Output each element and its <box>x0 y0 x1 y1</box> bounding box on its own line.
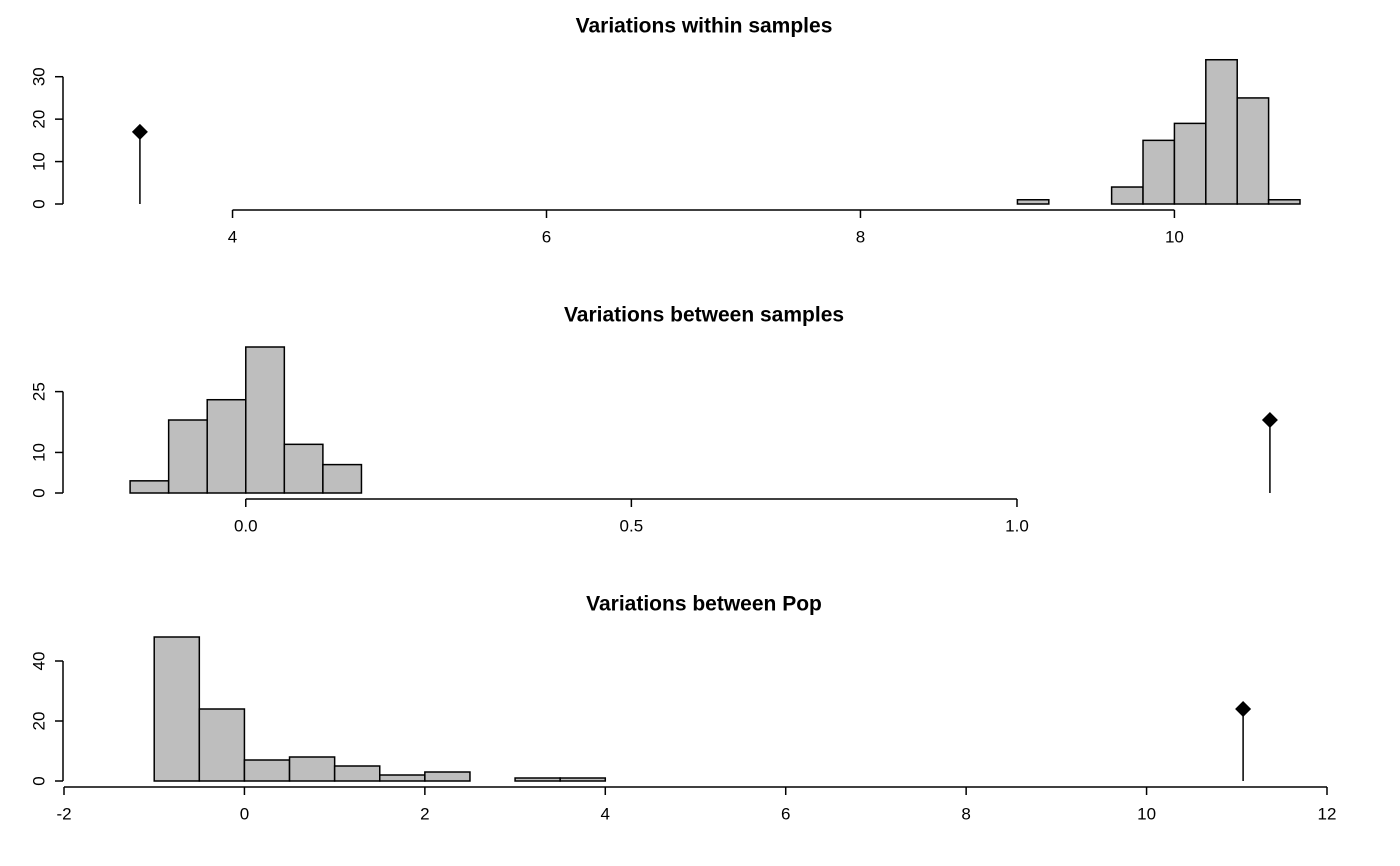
x-tick-label: 0.5 <box>620 516 644 535</box>
bar <box>1016 199 1050 205</box>
bar <box>153 636 201 782</box>
x-tick-label: 8 <box>961 804 970 823</box>
bar <box>1236 97 1270 205</box>
bar <box>167 419 208 494</box>
chart-title: Variations between Pop <box>586 593 822 616</box>
bar <box>245 346 286 494</box>
bar <box>514 777 561 782</box>
observation-marker <box>131 123 148 140</box>
bar <box>1267 199 1301 205</box>
y-tick-label: 0 <box>29 199 48 208</box>
x-tick-label: 10 <box>1137 804 1156 823</box>
bar <box>379 774 426 782</box>
x-tick-label: 8 <box>856 227 865 246</box>
y-tick-label: 0 <box>29 776 48 785</box>
bar <box>322 463 363 494</box>
x-tick-label: 6 <box>781 804 790 823</box>
y-tick-label: 25 <box>29 382 48 401</box>
bar <box>288 756 336 782</box>
observation-marker <box>1235 701 1252 717</box>
y-tick-label: 20 <box>29 110 48 129</box>
bar <box>243 759 291 782</box>
x-tick-label: 10 <box>1165 227 1184 246</box>
bar <box>206 398 247 494</box>
x-tick-label: 0 <box>240 804 249 823</box>
bar <box>559 777 607 782</box>
bar <box>1142 139 1176 205</box>
x-tick-label: 12 <box>1318 804 1337 823</box>
bar <box>333 765 381 782</box>
y-tick-label: 10 <box>29 443 48 462</box>
x-tick-label: 6 <box>542 227 551 246</box>
x-tick-label: 1.0 <box>1005 516 1029 535</box>
bar <box>283 443 324 494</box>
chart-title: Variations within samples <box>576 15 833 38</box>
y-tick-label: 40 <box>29 652 48 671</box>
bar <box>129 480 170 494</box>
x-tick-label: -2 <box>56 804 71 823</box>
y-tick-label: 30 <box>29 67 48 86</box>
bar <box>1173 122 1207 205</box>
bar <box>198 708 246 782</box>
y-tick-label: 20 <box>29 712 48 731</box>
bar <box>1205 58 1238 205</box>
x-tick-label: 0.0 <box>234 516 258 535</box>
x-tick-label: 4 <box>601 804 610 823</box>
y-tick-label: 0 <box>29 488 48 497</box>
bar <box>1110 186 1144 205</box>
x-tick-label: 2 <box>420 804 429 823</box>
x-tick-label: 4 <box>228 227 237 246</box>
bar <box>424 771 471 782</box>
observation-marker <box>1261 412 1278 428</box>
y-tick-label: 10 <box>29 152 48 171</box>
chart-title: Variations between samples <box>564 304 844 327</box>
